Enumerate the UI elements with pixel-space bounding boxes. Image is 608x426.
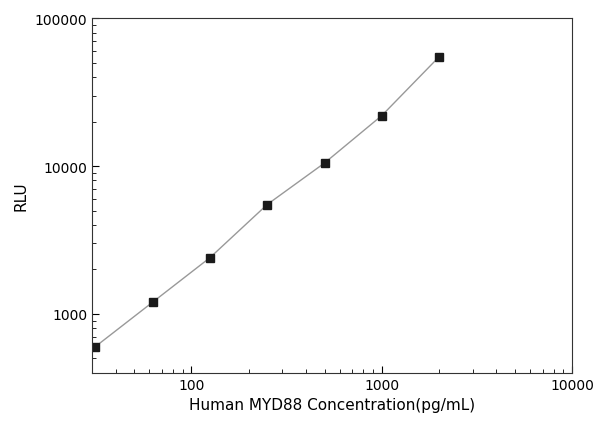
Y-axis label: RLU: RLU bbox=[14, 181, 29, 211]
X-axis label: Human MYD88 Concentration(pg/mL): Human MYD88 Concentration(pg/mL) bbox=[189, 397, 475, 412]
